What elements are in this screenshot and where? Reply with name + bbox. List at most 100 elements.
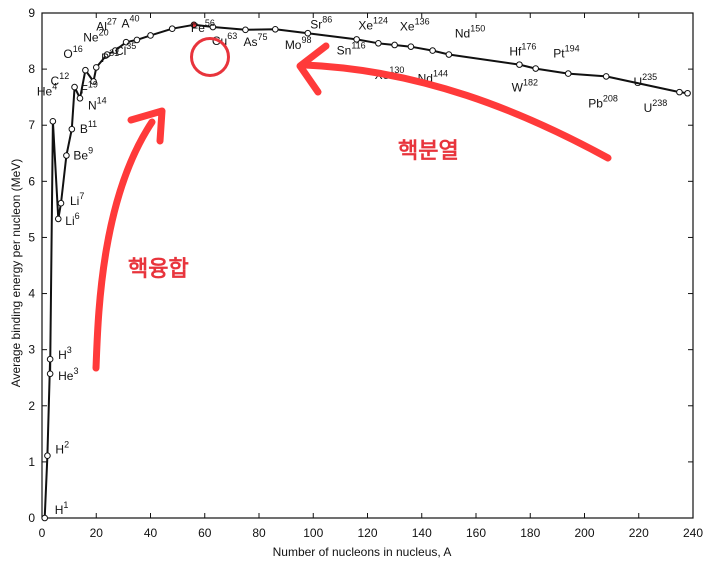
isotope-mass-number: 63 — [227, 31, 237, 41]
isotope-symbol: Li — [65, 214, 74, 228]
x-tick-label: 140 — [412, 526, 432, 540]
data-point — [44, 452, 51, 460]
isotope-mass-number: 124 — [373, 15, 388, 25]
isotope-mass-number: 7 — [79, 191, 84, 201]
isotope-symbol: Fe — [191, 21, 205, 35]
data-point — [429, 47, 436, 54]
isotope-mass-number: 4 — [52, 81, 57, 91]
x-tick-label: 240 — [683, 526, 703, 540]
data-point — [68, 125, 76, 133]
isotope-label-n14: N14 — [88, 95, 107, 112]
data-point — [168, 25, 176, 33]
data-point — [564, 70, 572, 77]
isotope-symbol: Al — [96, 20, 107, 34]
data-point — [57, 199, 65, 207]
x-tick-label: 60 — [198, 526, 212, 540]
data-point — [41, 514, 49, 522]
isotope-symbol: H — [55, 443, 64, 457]
isotope-mass-number: 150 — [470, 24, 485, 34]
isotope-label-be9: Be9 — [73, 146, 93, 163]
isotope-symbol: Sr — [310, 17, 322, 31]
isotope-label-sn116: Sn116 — [337, 40, 366, 57]
isotope-label-b11: B11 — [80, 119, 97, 136]
y-tick-label: 9 — [28, 6, 35, 20]
y-tick-label: 0 — [28, 511, 35, 525]
isotope-symbol: O — [63, 47, 72, 61]
y-tick-label: 4 — [28, 287, 35, 301]
data-point — [391, 41, 398, 49]
isotope-symbol: As — [243, 35, 257, 49]
x-tick-label: 120 — [357, 526, 377, 540]
isotope-label-he4: He4 — [37, 81, 57, 98]
isotope-symbol: F — [81, 82, 88, 96]
data-point — [532, 65, 539, 72]
isotope-label-hf176: Hf176 — [509, 42, 536, 59]
isotope-symbol: H — [55, 503, 64, 517]
data-point — [63, 152, 70, 159]
isotope-label-al27: Al27 — [96, 17, 117, 34]
data-point — [82, 66, 89, 74]
isotope-mass-number: 40 — [130, 13, 140, 23]
isotope-mass-number: 27 — [107, 17, 117, 27]
isotope-mass-number: 31 — [109, 48, 119, 58]
isotope-symbol: Sn — [337, 43, 352, 57]
data-point — [46, 370, 54, 378]
data-point — [271, 25, 279, 33]
isotope-symbol: Mo — [285, 38, 302, 52]
isotope-label-o16: O16 — [63, 44, 82, 61]
isotope-label-h1: H1 — [55, 500, 69, 517]
isotope-label-as75: As75 — [243, 32, 267, 49]
x-tick-label: 80 — [252, 526, 266, 540]
data-point — [353, 36, 360, 43]
fission-arrow — [301, 61, 612, 162]
fusion-arrowhead — [127, 107, 166, 145]
x-tick-label: 0 — [39, 526, 46, 540]
isotope-label-ne20: Ne20 — [83, 27, 108, 44]
isotope-symbol: Pt — [553, 47, 565, 61]
isotope-mass-number: 2 — [64, 440, 69, 450]
data-point — [111, 47, 119, 54]
data-point — [46, 355, 54, 363]
data-point — [209, 23, 217, 31]
isotope-symbol: He — [37, 84, 53, 98]
isotope-label-u238: U238 — [644, 98, 668, 115]
data-point — [676, 88, 683, 96]
isotope-symbol: Cl — [115, 44, 126, 58]
isotope-mass-number: 20 — [99, 27, 109, 37]
isotope-symbol: W — [512, 81, 524, 95]
isotope-symbol: H — [58, 348, 67, 362]
isotope-symbol: N — [88, 98, 97, 112]
data-point — [54, 215, 62, 223]
isotope-mass-number: 9 — [88, 146, 93, 156]
x-tick-label: 180 — [520, 526, 540, 540]
isotope-label-mo98: Mo98 — [285, 35, 312, 52]
isotope-symbol: Xe — [400, 20, 415, 34]
isotope-mass-number: 176 — [521, 42, 536, 52]
isotope-symbol: Pb — [588, 96, 603, 110]
isotope-label-xe136: Xe136 — [400, 17, 430, 34]
data-point — [304, 29, 312, 37]
y-tick-label: 5 — [28, 230, 35, 244]
x-tick-label: 160 — [466, 526, 486, 540]
isotope-label-p31: P31 — [101, 48, 119, 65]
isotope-label-pt194: Pt194 — [553, 44, 579, 61]
isotope-symbol: Xe — [358, 18, 373, 32]
isotope-label-a40: A40 — [122, 13, 140, 30]
fission-label: 핵분열 — [398, 139, 459, 164]
isotope-symbol: A — [122, 16, 130, 30]
y-axis-title: Average binding energy per nucleon (MeV) — [9, 159, 23, 388]
isotope-label-fe56: Fe56 — [191, 18, 215, 35]
isotope-mass-number: 116 — [351, 40, 365, 50]
data-point — [122, 38, 130, 46]
isotope-mass-number: 98 — [301, 35, 311, 45]
isotope-mass-number: 19 — [88, 79, 98, 89]
y-tick-label: 2 — [28, 399, 35, 413]
isotope-mass-number: 35 — [126, 41, 136, 51]
isotope-mass-number: 86 — [322, 14, 332, 24]
isotope-label-cl35: Cl35 — [115, 41, 136, 58]
isotope-symbol: Be — [73, 149, 88, 163]
fusion-arrow — [92, 118, 156, 372]
fission-arrowhead — [296, 42, 330, 96]
isotope-mass-number: 56 — [205, 18, 215, 28]
